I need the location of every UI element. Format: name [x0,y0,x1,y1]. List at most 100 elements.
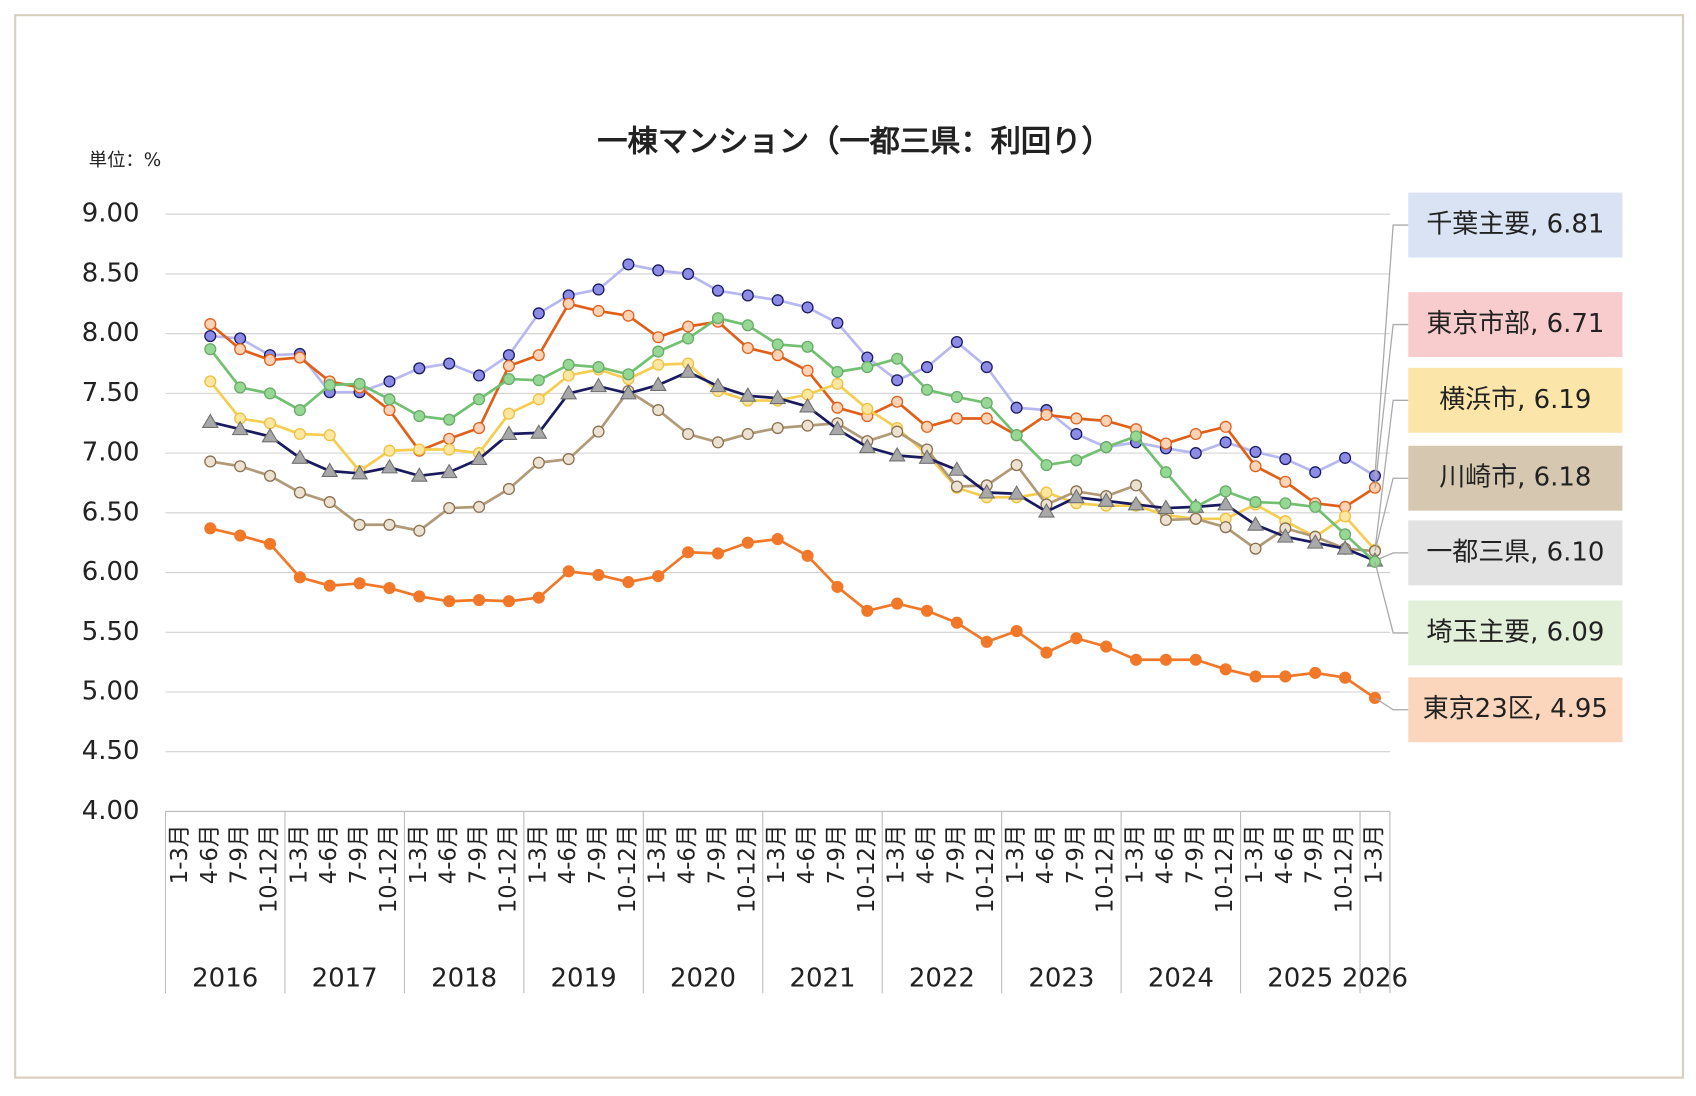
data-point [592,283,605,296]
y-tick-label: 5.50 [82,617,140,647]
data-point [801,419,814,432]
data-point [261,427,279,443]
data-point [201,413,219,429]
data-point [562,453,575,466]
data-point [383,375,396,388]
data-point [709,377,727,393]
x-tick-label: 1-3月 [1242,824,1268,884]
data-point [861,361,874,374]
x-tick-label: 4-6月 [1152,824,1178,884]
y-tick-label: 7.50 [82,378,140,408]
data-point [831,316,844,329]
x-tick-label: 10-12月 [1332,824,1358,913]
x-tick-label: 7-9月 [1063,824,1089,884]
x-year-label: 2021 [789,964,855,994]
data-point [532,349,545,362]
leader-line [1374,561,1409,634]
data-point [1189,512,1202,525]
data-point [413,443,426,456]
data-point [980,396,993,410]
data-point [741,289,754,302]
data-point [443,443,456,456]
data-label: 川崎市, 6.18 [1439,463,1591,493]
data-point [473,393,486,406]
data-point [502,407,515,420]
data-label: 埼玉主要, 6.09 [1426,617,1604,647]
y-tick-label: 4.00 [82,796,140,826]
data-point [741,319,754,332]
y-tick-label: 7.00 [82,438,140,468]
data-point [801,340,814,353]
data-point [828,420,846,436]
x-tick-label: 7-9月 [1302,824,1328,884]
x-tick-label: 10-12月 [1093,824,1119,913]
data-point [741,536,754,549]
data-point [771,349,784,362]
data-point [293,351,306,364]
data-point [263,387,277,400]
x-tick-label: 1-3月 [1123,824,1149,884]
data-point [888,446,906,462]
data-point [502,359,515,372]
x-tick-label: 7-9月 [466,824,492,884]
y-tick-label: 9.00 [82,199,140,229]
data-point [323,579,336,592]
data-point [234,343,247,356]
series-line [209,316,1376,563]
data-point [771,294,784,307]
data-point [1130,653,1143,666]
x-tick-label: 10-12月 [734,824,760,913]
data-point [622,309,635,322]
data-point [771,338,784,351]
data-point [204,318,217,331]
x-year-label: 2020 [670,964,736,994]
data-point [1306,534,1324,549]
data-point [682,332,695,345]
x-year-label: 2023 [1028,964,1094,994]
data-point [741,427,754,441]
data-point [383,393,396,406]
data-point [652,345,665,358]
x-tick-label: 10-12月 [257,824,283,913]
data-point [383,582,396,595]
x-tick-label: 7-9月 [227,824,253,884]
data-point [918,449,936,464]
data-point [649,376,667,391]
data-point [652,331,665,344]
data-point [589,377,608,393]
data-point [652,404,665,417]
data-point [353,518,366,531]
data-point [950,412,963,425]
chart-title: 一棟マンション（一都三県：利回り） [597,124,1111,159]
data-point [1219,663,1232,676]
data-point [1070,454,1083,467]
data-point [1010,429,1023,442]
data-point [920,420,934,433]
data-point [234,381,247,394]
data-point [592,304,605,318]
series-line [210,262,1376,477]
data-point [1067,488,1085,504]
data-point [1279,475,1292,488]
data-point [443,432,456,445]
data-point [592,361,605,374]
y-tick-label: 8.50 [82,258,140,288]
y-tick-label: 8.00 [82,318,140,348]
data-point [470,450,488,466]
data-point [831,377,844,390]
x-tick-label: 1-3月 [286,824,312,884]
data-point [293,571,306,584]
data-point [1127,495,1145,511]
y-tick-label: 5.00 [82,677,140,707]
data-point [769,389,787,405]
x-year-label: 2022 [909,964,975,994]
data-point [801,301,814,314]
data-point [562,297,575,310]
data-point [1276,528,1294,543]
data-point [562,358,575,371]
data-point [473,593,486,607]
data-point [1040,486,1053,499]
x-tick-label: 4-6月 [436,824,462,884]
data-point [532,591,545,604]
data-point [353,577,366,590]
